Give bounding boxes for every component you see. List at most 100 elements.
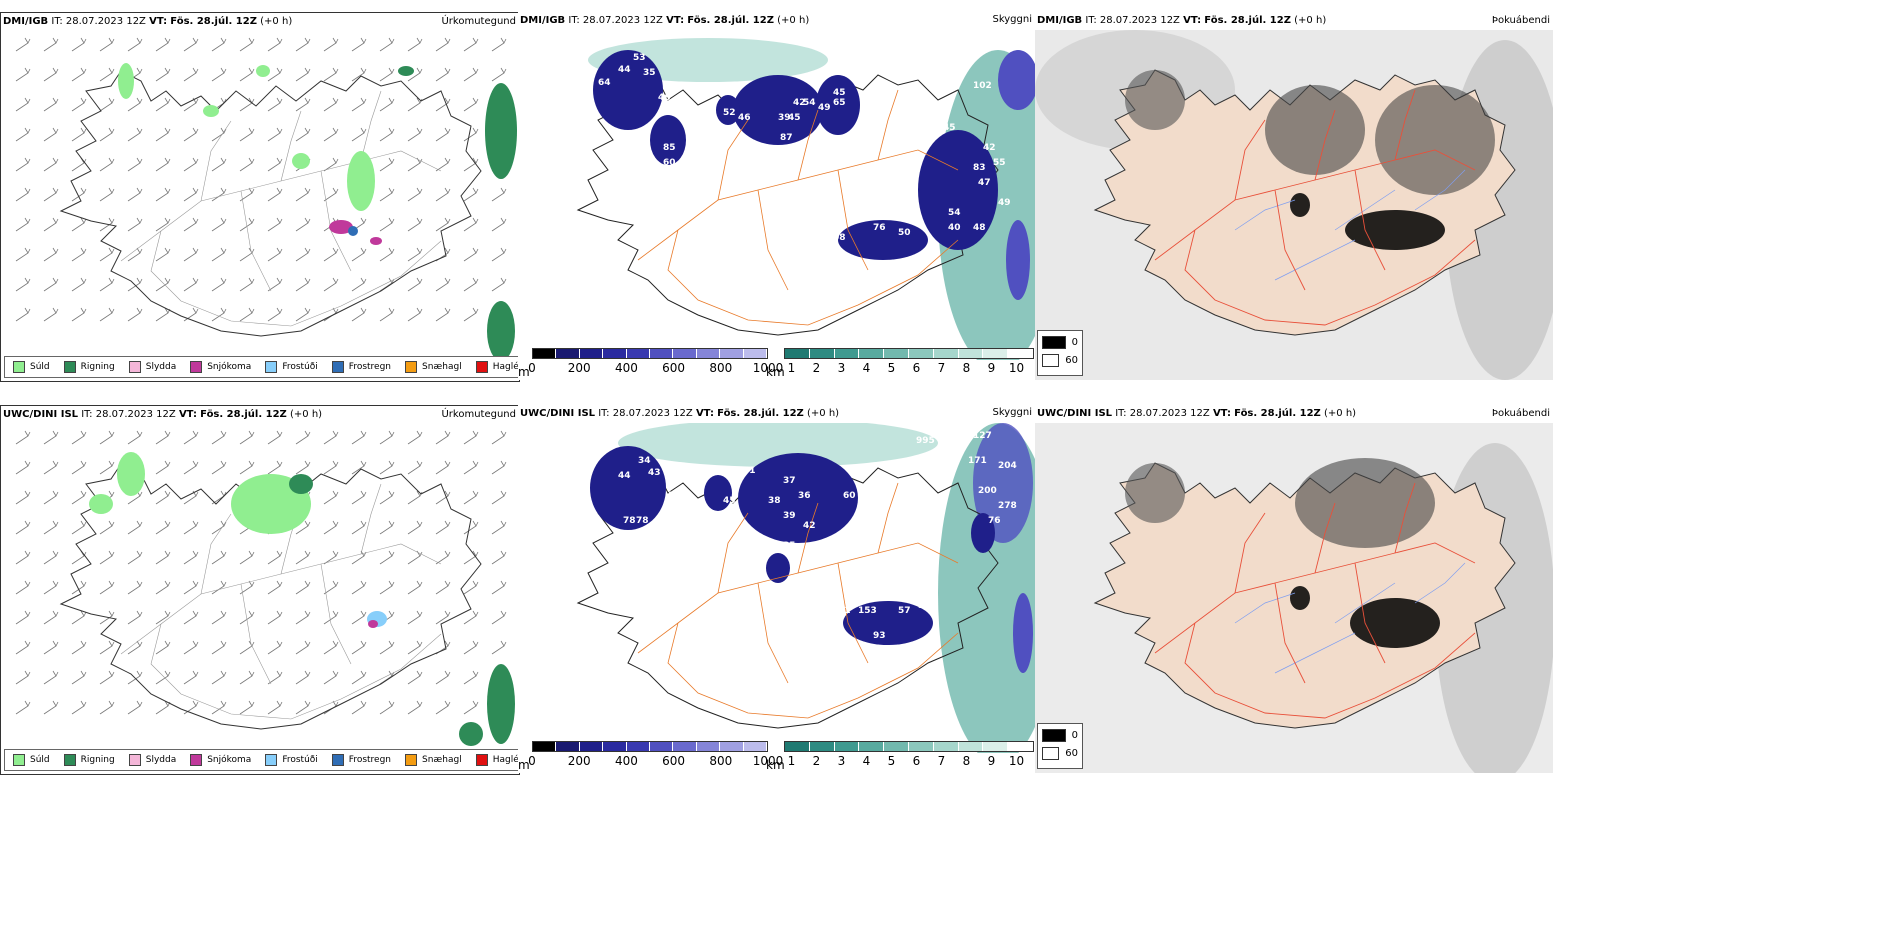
legend-item: Slydda bbox=[128, 754, 176, 766]
ceiling-label: 49 bbox=[848, 466, 861, 476]
wind-barb bbox=[267, 187, 283, 202]
wind-barb bbox=[15, 670, 31, 685]
legend-swatch bbox=[475, 361, 488, 373]
ceiling-label: 47 bbox=[978, 178, 991, 188]
precip-map bbox=[15, 430, 515, 746]
wind-barb bbox=[71, 247, 87, 262]
wind-barb bbox=[43, 520, 59, 535]
scale-tick: 1000 bbox=[752, 361, 784, 375]
fog-areas bbox=[1125, 458, 1440, 648]
wind-barb bbox=[15, 307, 31, 322]
legend-item: Slydda bbox=[128, 361, 176, 373]
rivers bbox=[1234, 169, 1466, 281]
wind-barb bbox=[463, 307, 479, 322]
wind-barb bbox=[239, 187, 255, 202]
wind-barb bbox=[71, 217, 87, 232]
wind-barb bbox=[323, 610, 339, 625]
wind-barb bbox=[435, 430, 451, 445]
wind-barb bbox=[211, 187, 227, 202]
wind-barb bbox=[323, 580, 339, 595]
wind-barb bbox=[43, 37, 59, 52]
wind-barb bbox=[323, 550, 339, 565]
wind-barb bbox=[267, 37, 283, 52]
panel-title: Skyggni bbox=[992, 14, 1032, 25]
wind-barb bbox=[211, 37, 227, 52]
roads bbox=[637, 482, 959, 719]
wind-barb bbox=[99, 37, 115, 52]
wind-barb bbox=[463, 550, 479, 565]
wind-barb bbox=[491, 430, 507, 445]
scale-tick: 9 bbox=[987, 361, 996, 375]
ceiling-label: 117 bbox=[783, 213, 802, 223]
legend-swatch bbox=[265, 361, 278, 373]
ceiling-label: 108 bbox=[838, 551, 857, 561]
wind-barb bbox=[463, 610, 479, 625]
wind-barb bbox=[43, 430, 59, 445]
wind-barb bbox=[43, 640, 59, 655]
ceiling-label: 84 bbox=[778, 153, 791, 163]
ceiling-label: 91 bbox=[838, 606, 851, 616]
fog-legend-label: 60 bbox=[1065, 748, 1078, 759]
wind-barb bbox=[71, 37, 87, 52]
wind-barb bbox=[407, 700, 423, 715]
fog-legend-label: 0 bbox=[1071, 730, 1078, 741]
wind-barb bbox=[99, 307, 115, 322]
wind-barb bbox=[295, 217, 311, 232]
scale-tick: 10 bbox=[1008, 361, 1025, 375]
wind-barb bbox=[183, 700, 199, 715]
wind-barb bbox=[183, 520, 199, 535]
wind-barb bbox=[323, 187, 339, 202]
ceiling-label: 200 bbox=[978, 486, 997, 496]
wind-barb bbox=[351, 700, 367, 715]
wind-barb bbox=[183, 217, 199, 232]
ceiling-label: 08 bbox=[833, 233, 846, 243]
scale-cell bbox=[673, 742, 697, 751]
visibility-scale-ticks: 1 2 3 4 5 6 7 8 9 10 bbox=[784, 361, 1034, 377]
legend-swatch bbox=[405, 361, 418, 373]
wind-barb bbox=[379, 97, 395, 112]
wind-barb bbox=[155, 670, 171, 685]
scale-tick: 3 bbox=[837, 361, 846, 375]
wind-barb bbox=[267, 277, 283, 292]
wind-barb bbox=[351, 97, 367, 112]
wind-barb bbox=[435, 580, 451, 595]
scale-tick: 1 bbox=[787, 754, 796, 768]
wind-barb bbox=[239, 307, 255, 322]
wind-barb bbox=[155, 277, 171, 292]
wind-barb bbox=[211, 640, 227, 655]
wind-barb bbox=[463, 700, 479, 715]
precip-areas bbox=[89, 452, 515, 746]
wind-barb bbox=[71, 187, 87, 202]
wind-barb bbox=[15, 187, 31, 202]
panel-header: DMI/IGB IT: 28.07.2023 12Z VT: Fös. 28.j… bbox=[3, 16, 293, 27]
ceiling-label: 46 bbox=[738, 113, 751, 123]
scale-tick: 4 bbox=[862, 754, 871, 768]
ceiling-label: 48 bbox=[973, 223, 986, 233]
wind-barb bbox=[239, 640, 255, 655]
ceiling-label: 44 bbox=[618, 471, 631, 481]
ceiling-label: 78 bbox=[636, 516, 649, 526]
legend-item: Frostúði bbox=[265, 361, 318, 373]
legend-label: Snæhagl bbox=[422, 755, 462, 765]
wind-barb bbox=[463, 157, 479, 172]
ceiling-label: 46 bbox=[658, 93, 671, 103]
wind-barb bbox=[463, 490, 479, 505]
ceiling-label: 42 bbox=[673, 546, 686, 556]
wind-barb bbox=[407, 460, 423, 475]
wind-barb bbox=[407, 520, 423, 535]
legend-item: Snæhagl bbox=[405, 754, 462, 766]
wind-barb bbox=[351, 37, 367, 52]
wind-barb bbox=[323, 430, 339, 445]
fog-legend-item: 0 bbox=[1042, 729, 1078, 742]
wind-barb bbox=[43, 580, 59, 595]
rivers bbox=[1234, 562, 1466, 674]
wind-barb bbox=[267, 550, 283, 565]
wind-barb bbox=[295, 37, 311, 52]
legend-swatch bbox=[128, 754, 141, 766]
wind-barb bbox=[211, 307, 227, 322]
wind-barb bbox=[239, 127, 255, 142]
ceiling-scale-unit: m bbox=[518, 365, 530, 379]
wind-barb bbox=[463, 67, 479, 82]
wind-barb bbox=[211, 277, 227, 292]
